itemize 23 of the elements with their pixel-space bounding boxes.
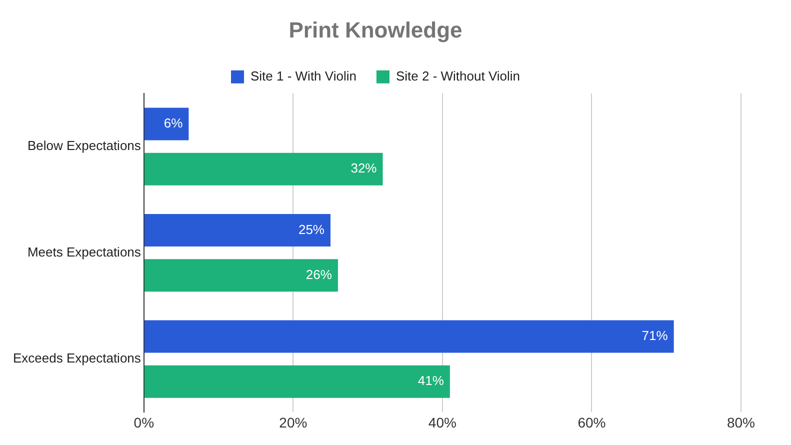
data-label: 26%: [306, 266, 332, 282]
y-tick-label: Below Expectations: [27, 138, 142, 154]
x-tick-label: 80%: [726, 414, 756, 430]
bar: [144, 108, 189, 140]
chart-title: Print Knowledge: [288, 17, 462, 42]
bar: [144, 365, 450, 398]
bar: [144, 152, 383, 186]
y-tick-label: Exceeds Expectations: [13, 350, 142, 366]
y-tick-label: Meets Expectations: [27, 244, 142, 260]
bar: [144, 214, 330, 246]
data-label: 71%: [642, 328, 668, 344]
x-tick-label: 0%: [134, 414, 154, 430]
bar: [144, 320, 674, 353]
data-label: 25%: [298, 222, 325, 237]
data-label: 41%: [418, 373, 444, 388]
x-tick-label: 40%: [428, 414, 456, 430]
legend-label: Site 2 - Without Violin: [396, 68, 520, 84]
x-tick-label: 20%: [279, 414, 308, 430]
data-label: 32%: [350, 160, 378, 176]
data-label: 6%: [164, 116, 184, 131]
bar: [144, 259, 338, 292]
x-tick-label: 60%: [578, 414, 606, 430]
legend-label: Site 1 - With Violin: [250, 68, 356, 84]
